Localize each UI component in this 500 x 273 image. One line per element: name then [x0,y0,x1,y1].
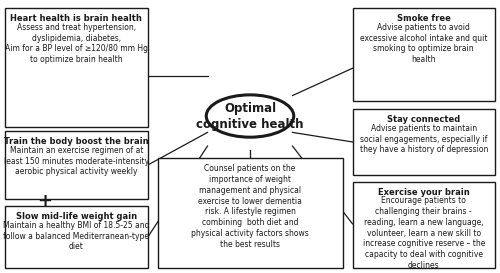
Text: Slow mid-life weight gain: Slow mid-life weight gain [16,212,137,221]
Text: Stay connected: Stay connected [387,115,460,124]
Text: Smoke free: Smoke free [397,14,450,23]
Text: +: + [38,192,52,210]
Text: Train the body boost the brain: Train the body boost the brain [4,137,148,146]
Text: Optimal
cognitive health: Optimal cognitive health [196,102,304,130]
FancyBboxPatch shape [5,8,148,127]
Text: Heart health is brain health: Heart health is brain health [10,14,142,23]
FancyBboxPatch shape [352,109,495,175]
Text: Exercise your brain: Exercise your brain [378,188,470,197]
Text: Maintain a healthy BMI of 18.5-25 and
follow a balanced Mediterranean-type
diet: Maintain a healthy BMI of 18.5-25 and fo… [3,221,150,251]
Text: Advise patients to avoid
excessive alcohol intake and quit
smoking to optimize b: Advise patients to avoid excessive alcoh… [360,23,488,64]
Text: Encourage patients to
challenging their brains -
reading, learn a new language,
: Encourage patients to challenging their … [362,196,485,270]
Text: Assess and treat hypertension,
dyslipidemia, diabetes,
Aim for a BP level of ≥12: Assess and treat hypertension, dyslipide… [5,23,148,64]
FancyBboxPatch shape [352,8,495,101]
FancyBboxPatch shape [352,182,495,268]
FancyBboxPatch shape [5,131,148,199]
Text: Advise patients to maintain
social engagements, especially if
they have a histor: Advise patients to maintain social engag… [360,124,488,155]
Text: Maintain an exercise regimen of at
least 150 minutes moderate-intensity
aerobic : Maintain an exercise regimen of at least… [4,146,149,176]
FancyBboxPatch shape [5,206,148,268]
Text: Counsel patients on the
importance of weight
management and physical
exercise to: Counsel patients on the importance of we… [191,164,309,249]
FancyBboxPatch shape [158,158,342,268]
Ellipse shape [206,95,294,137]
